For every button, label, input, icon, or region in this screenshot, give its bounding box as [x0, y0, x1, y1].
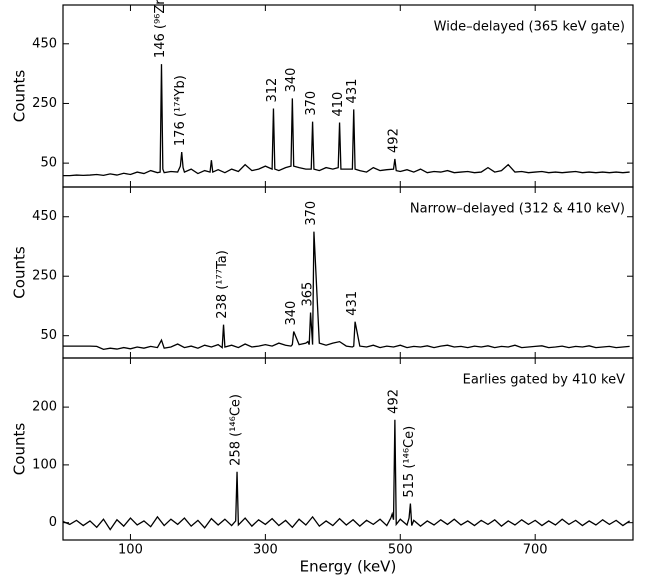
- peak-label: 340: [284, 68, 299, 93]
- panel-title: Earlies gated by 410 keV: [463, 373, 625, 388]
- peak-label: 340: [284, 301, 299, 326]
- peak-label: 238 (¹⁷⁷Ta): [215, 250, 230, 318]
- y-tick-label: 450: [32, 209, 57, 224]
- y-tick-label: 250: [32, 96, 57, 111]
- peak-label: 431: [345, 291, 360, 316]
- y-tick-label: 200: [32, 400, 57, 415]
- y-tick-label: 250: [32, 269, 57, 284]
- peak-label: 492: [386, 128, 401, 153]
- peak-label: 410: [331, 92, 346, 117]
- peak-label: 370: [304, 201, 319, 226]
- peak-label: 492: [386, 389, 401, 414]
- x-tick-label: 500: [388, 543, 413, 558]
- peak-label: 365: [301, 282, 316, 307]
- y-tick-label: 100: [32, 457, 57, 472]
- y-tick-label: 0: [49, 515, 57, 530]
- x-tick-label: 700: [523, 543, 548, 558]
- peak-label: 431: [345, 79, 360, 104]
- y-axis-label: Counts: [11, 246, 29, 299]
- peak-label: 515 (¹⁴⁶Ce): [402, 426, 417, 498]
- plot-frame: [62, 357, 634, 541]
- y-tick-label: 450: [32, 36, 57, 51]
- peak-label: 258 (¹⁴⁶Ce): [229, 394, 244, 466]
- peak-label: 370: [304, 91, 319, 116]
- x-tick-label: 100: [118, 543, 143, 558]
- spectrum-line: [63, 231, 630, 351]
- spectrum-line: [62, 419, 630, 531]
- y-axis-label: Counts: [11, 423, 29, 476]
- y-tick-label: 50: [40, 328, 57, 343]
- x-axis-label: Energy (keV): [300, 558, 397, 576]
- peak-label: 312: [265, 78, 280, 103]
- panel-title: Wide–delayed (365 keV gate): [434, 20, 625, 35]
- peak-label: 176 (¹⁷⁴Yb): [173, 75, 188, 146]
- panel-title: Narrow–delayed (312 & 410 keV): [410, 202, 625, 217]
- y-axis-label: Counts: [11, 70, 29, 123]
- x-tick-label: 300: [253, 543, 278, 558]
- y-tick-label: 50: [40, 156, 57, 171]
- spectrum-line: [63, 64, 630, 177]
- peak-label: 146 (⁹⁶Zr): [153, 0, 168, 58]
